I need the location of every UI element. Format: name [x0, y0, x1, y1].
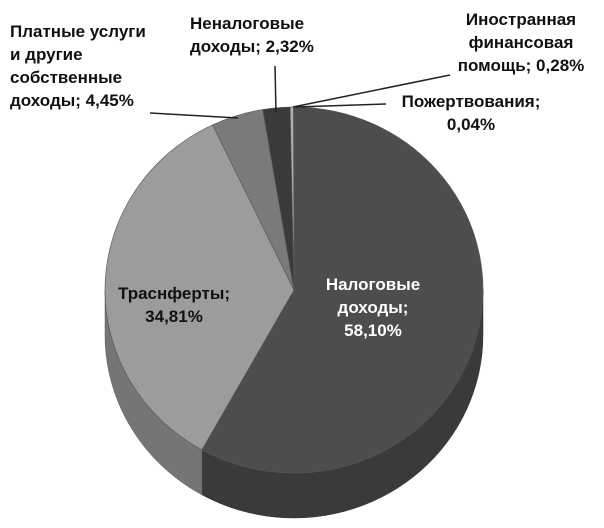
leader-line — [292, 74, 451, 108]
data-label: Налоговые доходы; 58,10% — [325, 275, 421, 340]
pie-slice — [201, 106, 484, 474]
data-label: Платные услуги и другие собственные дохо… — [10, 22, 146, 110]
pie-slice — [104, 124, 295, 451]
leader-line — [274, 65, 277, 113]
leader-line — [295, 103, 387, 108]
data-label: Траснферты; 34,81% — [117, 284, 231, 326]
data-label: Пожертвования; 0,04% — [401, 92, 541, 134]
leader-line — [149, 112, 239, 119]
pie-tops — [104, 106, 484, 474]
data-label: Иностранная финансовая помощь; 0,28% — [457, 10, 585, 75]
data-label: Неналоговые доходы; 2,32% — [190, 14, 314, 56]
